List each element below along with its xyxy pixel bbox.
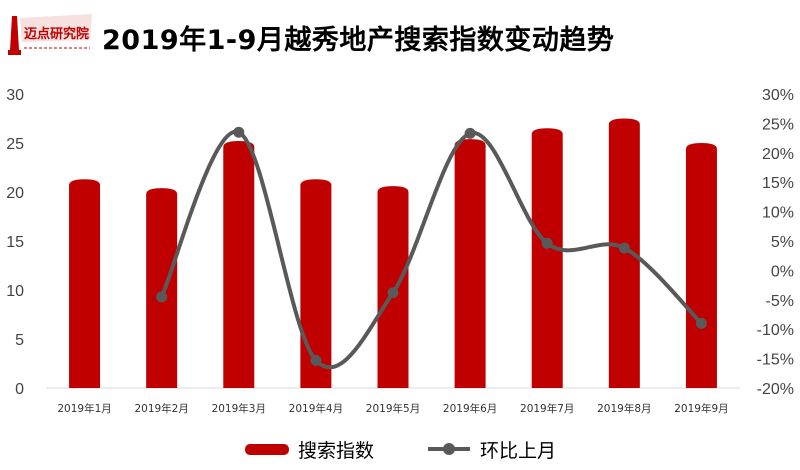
y2-tick-label: -10% bbox=[757, 322, 794, 339]
legend: 搜索指数 环比上月 bbox=[0, 434, 800, 464]
y-tick-label: 5 bbox=[15, 332, 24, 349]
line-point bbox=[464, 127, 476, 139]
y-tick-label: 20 bbox=[6, 185, 24, 202]
y-tick-label: 30 bbox=[6, 87, 24, 104]
y2-tick-label: 10% bbox=[762, 205, 794, 222]
x-tick-label: 2019年9月 bbox=[674, 402, 728, 415]
bar bbox=[146, 188, 178, 388]
legend-item-bar: 搜索指数 bbox=[244, 436, 374, 463]
bar bbox=[531, 128, 563, 389]
legend-label-line: 环比上月 bbox=[480, 439, 557, 462]
x-tick-label: 2019年8月 bbox=[597, 402, 651, 415]
y-tick-label: 25 bbox=[6, 136, 24, 153]
y2-tick-label: 5% bbox=[771, 234, 794, 251]
y-tick-label: 15 bbox=[6, 234, 24, 251]
legend-item-line: 环比上月 bbox=[426, 436, 556, 463]
x-tick-label: 2019年3月 bbox=[212, 402, 266, 415]
y2-tick-label: 30% bbox=[762, 87, 794, 104]
x-tick-label: 2019年7月 bbox=[520, 402, 574, 415]
line-point bbox=[233, 126, 245, 138]
line-point bbox=[387, 287, 399, 299]
bar bbox=[69, 179, 101, 388]
x-tick-label: 2019年6月 bbox=[443, 402, 497, 415]
bar bbox=[377, 186, 409, 388]
y2-tick-label: 15% bbox=[762, 175, 794, 192]
bar bbox=[300, 179, 332, 388]
y2-tick-label: -20% bbox=[757, 381, 794, 398]
y2-tick-label: 0% bbox=[771, 263, 794, 280]
chart-title: 2019年1-9月越秀地产搜索指数变动趋势 bbox=[102, 25, 615, 56]
y2-tick-label: 20% bbox=[762, 146, 794, 163]
line-point bbox=[541, 237, 553, 249]
bar bbox=[454, 139, 486, 388]
legend-label-bar: 搜索指数 bbox=[297, 439, 374, 462]
y2-tick-label: -5% bbox=[766, 293, 794, 310]
bar bbox=[685, 143, 717, 388]
logo-text: 迈点研究院 bbox=[24, 26, 89, 42]
line-point bbox=[618, 242, 630, 254]
line-point bbox=[310, 354, 322, 366]
bar bbox=[223, 141, 255, 388]
y2-tick-label: -15% bbox=[757, 352, 794, 369]
y-tick-label: 0 bbox=[15, 381, 24, 398]
line-point bbox=[695, 317, 707, 329]
company-logo: 迈点研究院 bbox=[4, 12, 94, 60]
x-tick-label: 2019年4月 bbox=[289, 402, 343, 415]
x-tick-label: 2019年5月 bbox=[366, 402, 420, 415]
y2-tick-label: 25% bbox=[762, 116, 794, 133]
line-point bbox=[156, 291, 168, 303]
x-tick-label: 2019年1月 bbox=[57, 402, 111, 415]
legend-line-swatch bbox=[428, 443, 470, 455]
legend-bar-swatch bbox=[244, 444, 289, 455]
y-tick-label: 10 bbox=[6, 283, 24, 300]
x-tick-label: 2019年2月 bbox=[134, 402, 188, 415]
